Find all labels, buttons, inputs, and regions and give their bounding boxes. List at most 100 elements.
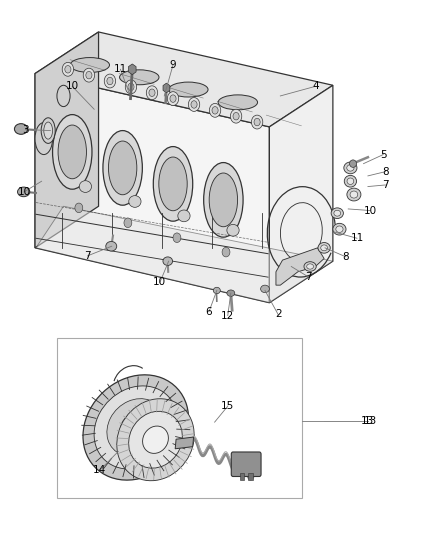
Circle shape [83, 68, 95, 82]
Text: 7: 7 [382, 180, 389, 190]
Ellipse shape [143, 426, 168, 454]
Ellipse shape [347, 188, 361, 201]
Ellipse shape [350, 160, 357, 167]
Circle shape [65, 66, 71, 73]
Text: 8: 8 [382, 167, 389, 176]
Text: 14: 14 [93, 465, 106, 475]
Ellipse shape [318, 243, 330, 253]
Bar [57, 338, 302, 498]
Circle shape [173, 233, 181, 243]
Polygon shape [269, 85, 333, 303]
Text: 10: 10 [18, 187, 31, 197]
Ellipse shape [103, 131, 142, 205]
Ellipse shape [227, 224, 239, 236]
Text: 8: 8 [343, 252, 350, 262]
Ellipse shape [227, 290, 235, 296]
Ellipse shape [53, 115, 92, 189]
Ellipse shape [344, 175, 357, 187]
Ellipse shape [218, 95, 258, 110]
Circle shape [209, 103, 221, 117]
Text: 15: 15 [221, 401, 234, 411]
Ellipse shape [334, 210, 341, 216]
Circle shape [188, 98, 200, 111]
Ellipse shape [321, 245, 328, 251]
Ellipse shape [344, 162, 357, 174]
Ellipse shape [79, 181, 92, 192]
Polygon shape [128, 64, 136, 75]
Circle shape [254, 118, 260, 126]
Ellipse shape [70, 58, 110, 72]
Text: 2: 2 [275, 310, 282, 319]
Circle shape [230, 109, 242, 123]
Bar [240, 473, 244, 480]
Text: 12: 12 [221, 311, 234, 320]
Polygon shape [163, 83, 170, 93]
Ellipse shape [304, 262, 316, 271]
Polygon shape [36, 206, 333, 303]
Ellipse shape [209, 173, 237, 227]
Text: 4: 4 [312, 82, 319, 91]
Text: 10: 10 [66, 82, 79, 91]
Circle shape [251, 115, 263, 129]
Ellipse shape [129, 411, 182, 468]
Ellipse shape [109, 141, 137, 195]
Circle shape [104, 74, 116, 88]
Polygon shape [276, 248, 324, 285]
Ellipse shape [336, 226, 343, 232]
Text: 11: 11 [350, 233, 364, 243]
Polygon shape [35, 32, 333, 127]
Circle shape [191, 101, 197, 108]
Ellipse shape [153, 147, 193, 221]
Ellipse shape [129, 196, 141, 207]
Ellipse shape [94, 386, 177, 469]
Text: 13: 13 [361, 416, 374, 426]
Ellipse shape [117, 399, 194, 481]
Ellipse shape [213, 287, 220, 294]
Ellipse shape [57, 85, 70, 107]
Ellipse shape [58, 125, 86, 179]
Circle shape [170, 95, 176, 102]
Ellipse shape [159, 157, 187, 211]
Ellipse shape [163, 257, 173, 265]
Ellipse shape [18, 187, 30, 197]
Ellipse shape [307, 264, 314, 269]
Circle shape [86, 71, 92, 79]
Ellipse shape [107, 399, 165, 456]
Text: 13: 13 [364, 416, 377, 426]
Circle shape [107, 77, 113, 85]
Ellipse shape [350, 191, 358, 198]
Ellipse shape [347, 178, 354, 184]
Polygon shape [35, 32, 99, 248]
Text: 11: 11 [114, 64, 127, 74]
Ellipse shape [120, 70, 159, 85]
Ellipse shape [35, 123, 53, 155]
Ellipse shape [178, 210, 190, 222]
Text: 9: 9 [170, 60, 177, 70]
Ellipse shape [331, 208, 343, 219]
Ellipse shape [204, 163, 243, 237]
Ellipse shape [14, 124, 28, 134]
Polygon shape [175, 437, 194, 449]
Circle shape [128, 83, 134, 91]
Circle shape [222, 247, 230, 257]
Text: 7: 7 [84, 251, 91, 261]
Polygon shape [35, 74, 269, 303]
Bar [248, 473, 253, 480]
Text: 5: 5 [380, 150, 387, 159]
Circle shape [62, 62, 74, 76]
Ellipse shape [120, 412, 152, 443]
Text: 3: 3 [22, 125, 29, 134]
Ellipse shape [169, 82, 208, 97]
Circle shape [146, 86, 158, 100]
FancyBboxPatch shape [231, 452, 261, 477]
Ellipse shape [41, 118, 55, 143]
Circle shape [233, 112, 239, 120]
Text: 10: 10 [153, 278, 166, 287]
Ellipse shape [347, 165, 354, 171]
Ellipse shape [333, 223, 346, 235]
Ellipse shape [261, 285, 269, 293]
Circle shape [75, 203, 83, 213]
Text: 10: 10 [364, 206, 377, 215]
Circle shape [167, 92, 179, 106]
Text: 7: 7 [305, 272, 312, 282]
